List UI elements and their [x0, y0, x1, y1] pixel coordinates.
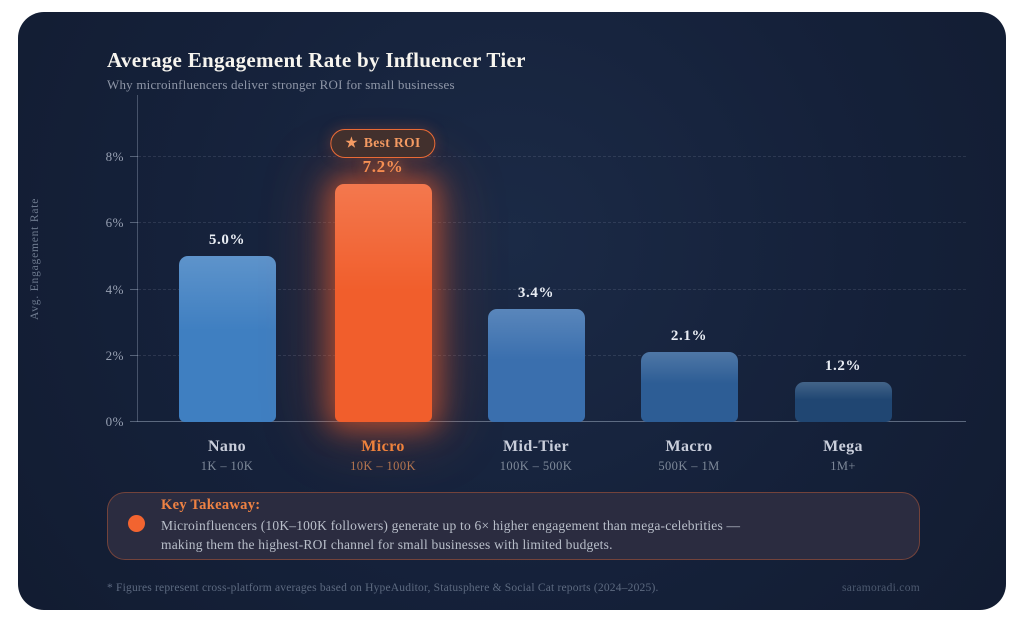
category-label: Mid-Tier: [502, 438, 569, 455]
author-credit: saramoradi.com: [842, 582, 920, 594]
y-tick-label: 4%: [105, 281, 124, 297]
gridline-4pct: [130, 288, 966, 290]
category-label: Macro: [665, 438, 713, 455]
source-footnote: * Figures represent cross-platform avera…: [107, 582, 659, 594]
category-range: 1K – 10K: [200, 459, 254, 473]
bar-value-label: 1.2%: [824, 358, 862, 375]
category-label: Nano: [207, 438, 247, 455]
bar-mid-tier: [487, 309, 585, 422]
y-tick-label: 2%: [105, 347, 124, 363]
infographic-card: Average Engagement Rate by Influencer Ti…: [18, 12, 1006, 610]
best-roi-badge: ★ Best ROI: [330, 129, 436, 158]
page-title: Average Engagement Rate by Influencer Ti…: [107, 48, 526, 72]
bar-group-nano: 5.0% Nano 1K – 10K: [150, 95, 304, 474]
category-label: Mega: [823, 438, 863, 455]
bar-group-mega: 1.2% Mega 1M+: [766, 95, 920, 474]
y-tick-mark: [130, 421, 138, 422]
key-takeaway-body: Microinfluencers (10K–100K followers) ge…: [161, 517, 740, 555]
key-takeaway-box: Key Takeaway: Microinfluencers (10K–100K…: [107, 492, 920, 560]
category-label: Micro: [361, 438, 405, 455]
y-tick-mark: [130, 288, 138, 290]
bar-value-label: 5.0%: [208, 232, 246, 249]
bullet-dot-icon: [128, 514, 145, 532]
best-roi-badge-label: Best ROI: [363, 135, 421, 150]
bar-value-label: 2.1%: [670, 328, 708, 345]
bar-nano: [178, 256, 276, 422]
bar-value-label: 3.4%: [517, 285, 555, 302]
bar-group-micro: 7.2% Micro 10K – 100K: [306, 95, 460, 474]
y-tick-mark: [130, 156, 138, 157]
bar-group-mid-tier: 3.4% Mid-Tier 100K – 500K: [459, 95, 613, 474]
category-range: 500K – 1M: [658, 459, 720, 473]
y-tick-label: 6%: [105, 215, 124, 231]
y-axis-title: Avg. Engagement Rate: [29, 197, 41, 320]
bar-group-macro: 2.1% Macro 500K – 1M: [612, 95, 766, 474]
y-tick-mark: [130, 354, 138, 356]
bar-macro: [640, 352, 738, 422]
gridline-8pct: [130, 156, 966, 157]
bar-value-label: 7.2%: [362, 156, 404, 176]
key-takeaway-line1: Microinfluencers (10K–100K followers) ge…: [161, 518, 741, 534]
category-range: 10K – 100K: [350, 459, 416, 473]
key-takeaway-line2: making them the highest-ROI channel for …: [161, 537, 613, 552]
y-tick-label: 0%: [105, 414, 124, 429]
bar-mega: [794, 382, 892, 422]
bar-micro: [334, 183, 432, 422]
category-range: 100K – 500K: [499, 459, 573, 473]
y-tick-label: 8%: [105, 149, 124, 164]
star-icon: ★: [345, 135, 358, 150]
page-subtitle: Why microinfluencers deliver stronger RO…: [107, 77, 455, 92]
category-range: 1M+: [830, 459, 856, 473]
gridline-6pct: [130, 222, 966, 224]
y-tick-mark: [130, 222, 138, 224]
key-takeaway-title: Key Takeaway:: [161, 497, 261, 514]
key-takeaway-text: Key Takeaway: Microinfluencers (10K–100K…: [161, 497, 740, 555]
